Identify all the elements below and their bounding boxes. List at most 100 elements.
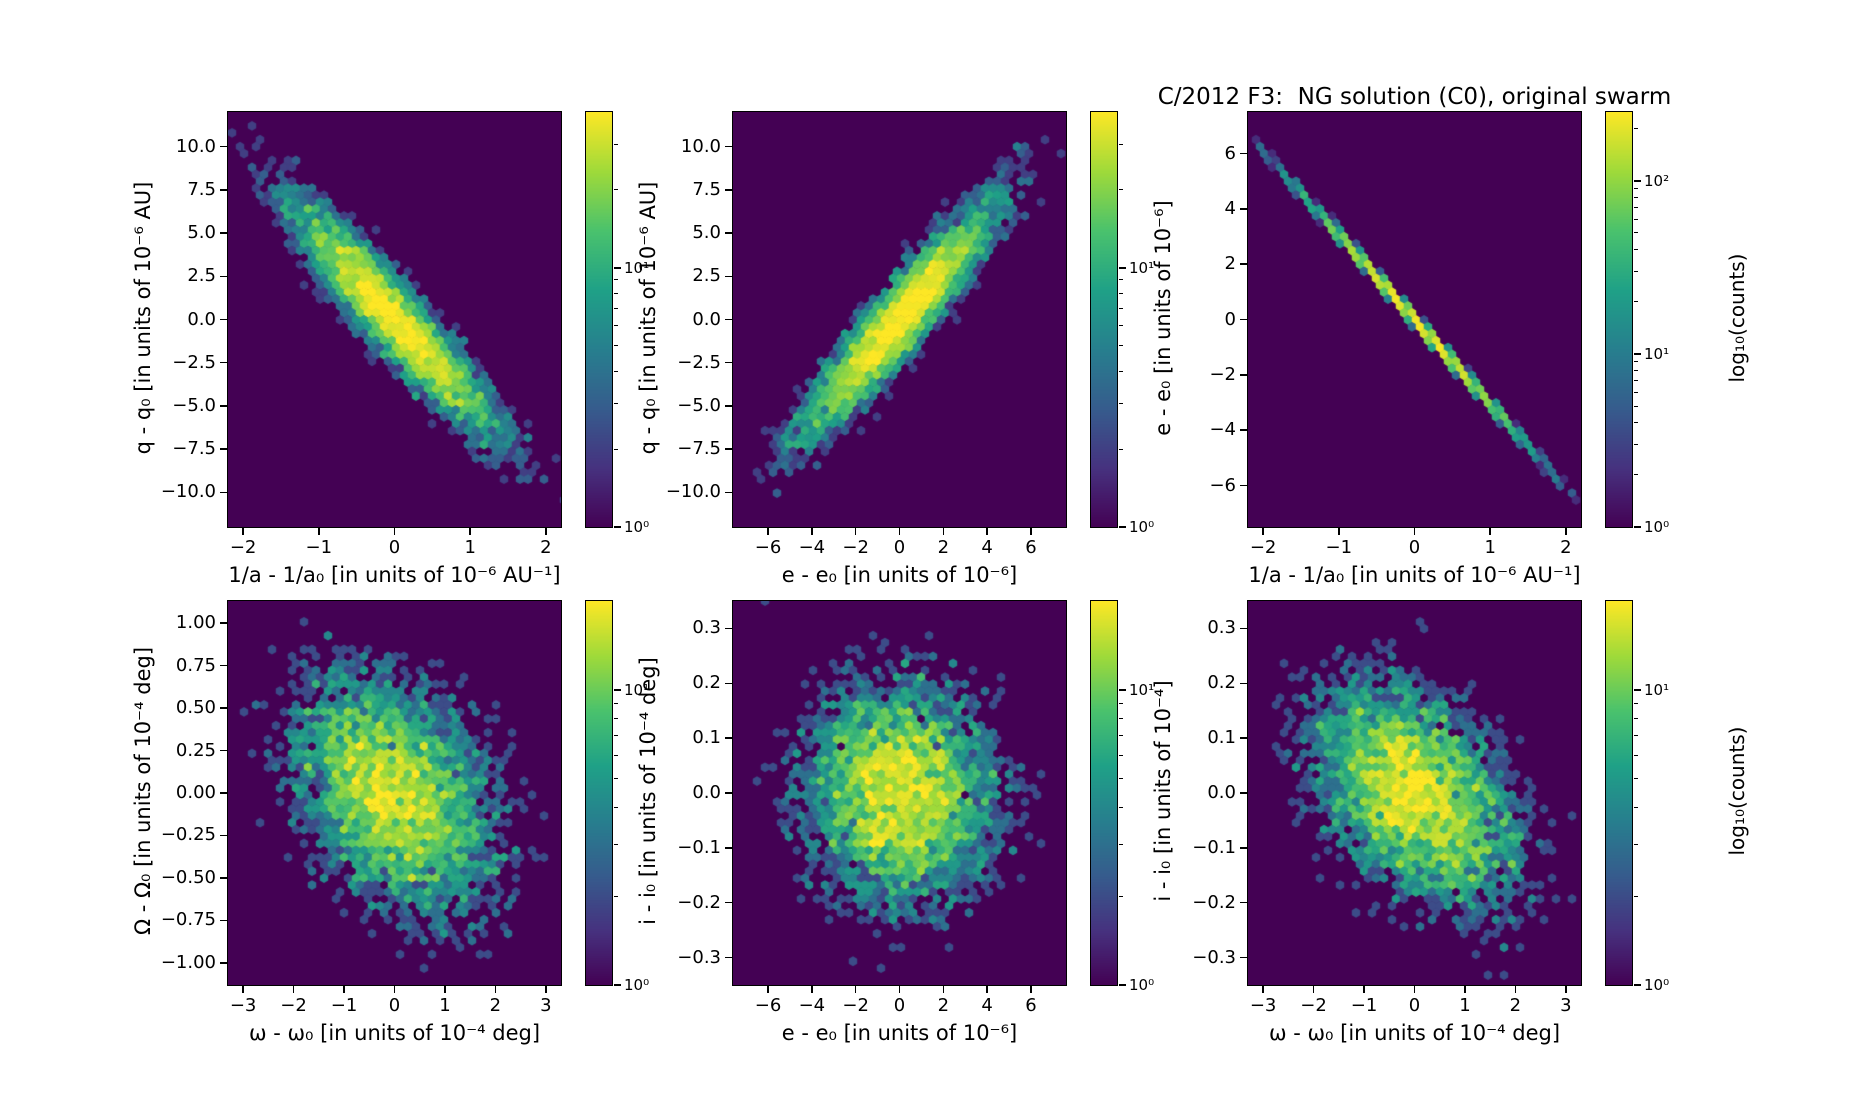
colorbar-minor-tick-mark [1633,443,1638,445]
colorbar-gradient [585,111,612,527]
y-tick-mark [219,664,227,667]
y-tick-label: 0.2 [692,672,721,694]
x-tick-mark [986,986,988,993]
colorbar-tick-mark [613,689,621,691]
y-tick-label: −0.50 [160,866,216,888]
colorbar-minor-tick-mark [1633,843,1638,845]
colorbar-minor-tick-mark [1118,754,1123,756]
colorbar-minor-tick-mark [1633,806,1638,808]
colorbar-q-vs-inverse-a [584,110,613,528]
y-tick-mark [219,405,227,407]
colorbar-minor-tick-mark [1118,778,1123,780]
colorbar-tick-label: 10⁰ [1644,518,1670,536]
x-axis-label: e - e₀ [in units of 10⁻⁶] [781,1021,1018,1045]
x-tick-mark [942,528,945,535]
colorbar-minor-tick-mark [1633,895,1638,897]
colorbar-minor-tick-mark [1118,843,1123,845]
x-tick-mark [318,528,320,535]
y-tick-mark [1239,484,1247,487]
colorbar-tick-mark [1633,180,1641,182]
x-tick-mark [1464,986,1466,993]
y-tick-label: 2 [1224,253,1236,275]
colorbar-minor-tick-mark [613,735,618,737]
y-tick-mark [724,627,732,630]
x-tick-mark [986,528,988,535]
y-tick-mark [1239,956,1247,959]
y-tick-label: 0.2 [1207,672,1236,694]
y-tick-label: 0.00 [175,782,216,803]
colorbar-gradient [1090,111,1117,527]
y-tick-label: −0.25 [160,824,216,846]
colorbar-minor-tick-mark [613,292,618,294]
colorbar-minor-tick-mark [1633,391,1638,393]
y-tick-label: 2.5 [692,265,721,287]
y-tick-mark [724,491,732,494]
colorbar-minor-tick-mark [1118,735,1123,737]
x-tick-mark [1363,986,1365,993]
y-tick-label: −2.5 [172,351,216,373]
colorbar-minor-tick-mark [1633,717,1638,719]
colorbar-minor-tick-mark [613,370,618,372]
y-tick-mark [219,361,227,364]
x-tick-mark [494,986,497,993]
colorbar-tick-label: 10⁰ [1129,976,1155,994]
x-tick-mark [393,528,396,535]
hexbin-canvas [1247,600,1581,985]
colorbar-minor-tick-mark [613,279,618,281]
colorbar-minor-tick-mark [1633,128,1638,130]
y-tick-label: 2.5 [187,265,216,287]
y-tick-label: −4 [1209,419,1236,441]
colorbar-minor-tick-mark [1633,422,1638,424]
x-tick-mark [898,986,901,993]
y-tick-label: −5.0 [677,394,721,416]
y-tick-label: −2.5 [677,351,721,373]
y-tick-mark [724,405,732,407]
y-tick-mark [219,491,227,494]
colorbar-i-vs-e [1089,599,1118,986]
y-tick-label: 0.3 [1207,617,1236,639]
y-tick-label: −0.1 [1192,836,1236,858]
colorbar-minor-tick-mark [1118,307,1123,309]
x-tick-label: −2 [842,537,869,558]
x-tick-label: 0 [893,537,906,558]
x-tick-mark [1514,986,1517,993]
x-tick-label: −6 [754,995,782,1016]
x-tick-label: −2 [229,537,257,558]
y-tick-mark [1239,627,1247,630]
colorbar-minor-tick-mark [1118,370,1123,372]
colorbar-tick-mark [1118,526,1126,528]
colorbar-i-vs-omega [1604,599,1633,986]
y-tick-mark [724,448,732,450]
x-tick-label: −1 [305,537,333,558]
colorbar-minor-tick-mark [1118,345,1123,347]
x-tick-mark [545,528,547,535]
colorbar-gradient [1090,600,1117,985]
colorbar-label: log₁₀(counts) [1725,253,1749,382]
x-tick-label: 2 [540,537,552,558]
colorbar-minor-tick-mark [1633,474,1638,476]
x-tick-mark [242,986,244,993]
colorbar-minor-tick-mark [613,189,618,191]
colorbar-gradient [1605,600,1632,985]
y-tick-label: 0.50 [175,697,216,719]
colorbar-tick-mark [613,267,621,269]
x-tick-label: −4 [798,995,826,1016]
colorbar-minor-tick-mark [1118,143,1123,145]
y-tick-label: 0.3 [692,617,721,639]
colorbar-tick-mark [613,984,621,986]
colorbar-minor-tick-mark [613,143,618,145]
colorbar-tick-mark [1633,353,1641,355]
hexbin-canvas [732,600,1066,985]
hexbin-canvas [1247,111,1581,527]
colorbar-minor-tick-mark [1118,324,1123,326]
y-tick-mark [724,792,732,794]
y-tick-label: 0.75 [175,654,216,676]
x-tick-label: −3 [1249,995,1277,1016]
colorbar-tick-mark [1633,984,1641,986]
colorbar-tick-mark [1633,689,1641,691]
x-tick-label: 0 [893,995,906,1016]
colorbar-tick-mark [1118,689,1126,691]
x-tick-label: 1 [1484,537,1496,558]
y-tick-mark [1239,374,1247,376]
x-tick-mark [1312,986,1315,993]
